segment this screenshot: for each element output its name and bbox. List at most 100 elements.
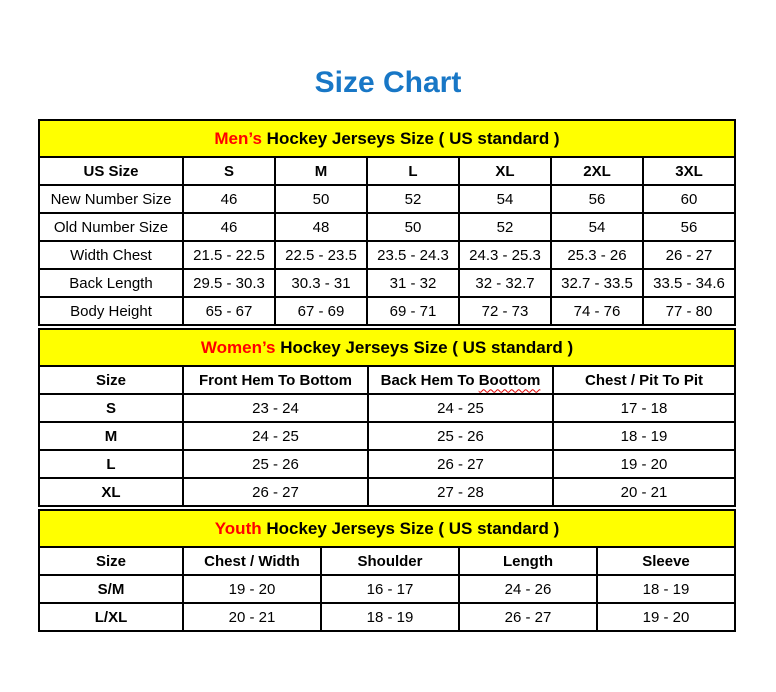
size-cell: 21.5 - 22.5	[182, 240, 276, 270]
size-cell: 20 - 21	[551, 477, 737, 507]
column-header: Size	[38, 365, 184, 395]
column-header: Chest / Width	[182, 546, 322, 576]
row-label: S/M	[38, 574, 184, 604]
row-label: New Number Size	[38, 184, 184, 214]
size-cell: 18 - 19	[595, 574, 737, 604]
size-cell: 25.3 - 26	[550, 240, 644, 270]
column-header-text: Back Hem To	[380, 371, 475, 389]
size-cell: 46	[182, 212, 276, 242]
size-cell: 52	[458, 212, 552, 242]
table-row: Back Length 29.5 - 30.3 30.3 - 31 31 - 3…	[38, 268, 736, 298]
mens-banner: Men’s Hockey Jerseys Size ( US standard …	[38, 119, 736, 158]
size-cell: 22.5 - 23.5	[274, 240, 368, 270]
size-cell: 56	[550, 184, 644, 214]
column-header: XL	[458, 156, 552, 186]
mens-banner-row: Men’s Hockey Jerseys Size ( US standard …	[38, 119, 736, 158]
size-cell: 19 - 20	[182, 574, 322, 604]
size-cell: 69 - 71	[366, 296, 460, 326]
size-cell: 24 - 26	[458, 574, 598, 604]
table-row: M 24 - 25 25 - 26 18 - 19	[38, 421, 737, 451]
size-cell: 29.5 - 30.3	[182, 268, 276, 298]
size-cell: 77 - 80	[642, 296, 736, 326]
size-cell: 32 - 32.7	[458, 268, 552, 298]
size-cell: 72 - 73	[458, 296, 552, 326]
column-header: 2XL	[550, 156, 644, 186]
column-header: 3XL	[642, 156, 736, 186]
table-row: L/XL 20 - 21 18 - 19 26 - 27 19 - 20	[38, 602, 737, 632]
size-chart-container: Men’s Hockey Jerseys Size ( US standard …	[37, 119, 737, 634]
table-row: S 23 - 24 24 - 25 17 - 18	[38, 393, 737, 423]
size-cell: 26 - 27	[367, 449, 554, 479]
youth-banner-accent: Youth	[214, 518, 262, 538]
column-header: M	[274, 156, 368, 186]
column-header: L	[366, 156, 460, 186]
size-cell: 33.5 - 34.6	[642, 268, 736, 298]
size-cell: 24 - 25	[182, 421, 369, 451]
size-cell: 67 - 69	[274, 296, 368, 326]
youth-banner-row: Youth Hockey Jerseys Size ( US standard …	[37, 509, 737, 548]
size-cell: 19 - 20	[595, 602, 737, 632]
size-cell: 60	[642, 184, 736, 214]
size-cell: 74 - 76	[550, 296, 644, 326]
size-cell: 20 - 21	[182, 602, 322, 632]
size-cell: 25 - 26	[367, 421, 554, 451]
column-header: Chest / Pit To Pit	[551, 365, 737, 395]
page-title: Size Chart	[314, 66, 462, 99]
size-cell: 25 - 26	[182, 449, 369, 479]
table-row: New Number Size 46 50 52 54 56 60	[38, 184, 736, 214]
column-header: Shoulder	[320, 546, 460, 576]
size-cell: 54	[550, 212, 644, 242]
mens-header-row: US Size S M L XL 2XL 3XL	[38, 156, 736, 186]
size-cell: 26 - 27	[458, 602, 598, 632]
womens-banner-accent: Women’s	[200, 337, 276, 357]
column-header: Sleeve	[595, 546, 737, 576]
size-cell: 24.3 - 25.3	[458, 240, 552, 270]
womens-banner-row: Women’s Hockey Jerseys Size ( US standar…	[37, 328, 737, 367]
size-cell: 27 - 28	[367, 477, 554, 507]
size-cell: 46	[182, 184, 276, 214]
size-cell: 50	[366, 212, 460, 242]
size-cell: 32.7 - 33.5	[550, 268, 644, 298]
size-cell: 19 - 20	[551, 449, 737, 479]
size-cell: 17 - 18	[551, 393, 737, 423]
size-cell: 26 - 27	[642, 240, 736, 270]
womens-banner-text: Hockey Jerseys Size ( US standard )	[280, 337, 574, 357]
youth-header-row: Size Chest / Width Shoulder Length Sleev…	[38, 546, 737, 576]
row-label: M	[38, 421, 184, 451]
size-cell: 50	[274, 184, 368, 214]
spellcheck-squiggle-word: Boottom	[478, 371, 541, 389]
table-row: Old Number Size 46 48 50 52 54 56	[38, 212, 736, 242]
column-header-misspelled: Back Hem To Boottom	[367, 365, 554, 395]
womens-banner: Women’s Hockey Jerseys Size ( US standar…	[37, 328, 737, 367]
mens-size-table: Men’s Hockey Jerseys Size ( US standard …	[38, 119, 736, 326]
size-cell: 54	[458, 184, 552, 214]
size-cell: 16 - 17	[320, 574, 460, 604]
row-label: Width Chest	[38, 240, 184, 270]
column-header: Front Hem To Bottom	[182, 365, 369, 395]
youth-size-table: Youth Hockey Jerseys Size ( US standard …	[37, 509, 737, 632]
table-row: Body Height 65 - 67 67 - 69 69 - 71 72 -…	[38, 296, 736, 326]
column-header: Length	[458, 546, 598, 576]
size-cell: 65 - 67	[182, 296, 276, 326]
size-cell: 23.5 - 24.3	[366, 240, 460, 270]
size-cell: 23 - 24	[182, 393, 369, 423]
row-label: L/XL	[38, 602, 184, 632]
size-cell: 52	[366, 184, 460, 214]
row-label: S	[38, 393, 184, 423]
size-cell: 56	[642, 212, 736, 242]
size-cell: 24 - 25	[367, 393, 554, 423]
table-row: XL 26 - 27 27 - 28 20 - 21	[38, 477, 737, 507]
table-row: S/M 19 - 20 16 - 17 24 - 26 18 - 19	[38, 574, 737, 604]
column-header: S	[182, 156, 276, 186]
youth-banner-text: Hockey Jerseys Size ( US standard )	[266, 518, 560, 538]
row-label: Back Length	[38, 268, 184, 298]
size-cell: 18 - 19	[320, 602, 460, 632]
womens-header-row: Size Front Hem To Bottom Back Hem To Boo…	[38, 365, 737, 395]
row-label: Body Height	[38, 296, 184, 326]
mens-banner-text: Hockey Jerseys Size ( US standard )	[266, 128, 560, 148]
size-cell: 26 - 27	[182, 477, 369, 507]
table-row: Width Chest 21.5 - 22.5 22.5 - 23.5 23.5…	[38, 240, 736, 270]
row-label: XL	[38, 477, 184, 507]
column-header: Size	[38, 546, 184, 576]
mens-banner-accent: Men’s	[214, 128, 262, 148]
